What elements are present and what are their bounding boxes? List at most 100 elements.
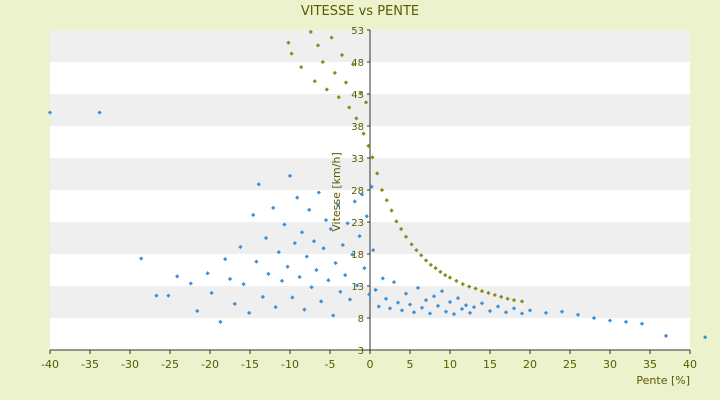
data-point-olive (419, 253, 424, 258)
data-point-blue (471, 304, 477, 310)
x-tick-label: -20 (201, 358, 219, 371)
data-point-blue (333, 260, 338, 266)
data-point-blue (607, 318, 613, 323)
data-point-blue (273, 304, 278, 310)
data-point-olive (433, 265, 438, 271)
y-tick-label: 23 (351, 218, 364, 229)
x-tick-label: 20 (523, 358, 537, 371)
data-point-blue (227, 276, 233, 282)
data-point-blue (335, 202, 341, 207)
data-point-blue (415, 285, 421, 291)
data-point-blue (367, 292, 372, 297)
x-tick-label: -40 (41, 358, 59, 371)
data-points (47, 29, 708, 340)
data-point-blue (302, 307, 307, 312)
data-point-blue (639, 321, 645, 326)
data-point-blue (403, 291, 409, 296)
data-point-blue (383, 296, 389, 301)
data-point-blue (364, 214, 369, 219)
data-point-blue (373, 287, 378, 292)
data-point-blue (256, 182, 261, 187)
x-tick-label: 10 (443, 358, 457, 371)
data-point-blue (663, 333, 669, 339)
data-point-blue (463, 303, 469, 308)
x-tick-label: -30 (121, 358, 139, 371)
data-point-blue (260, 294, 265, 300)
data-point-blue (97, 110, 102, 115)
chart-title: VITESSE vs PENTE (301, 4, 419, 19)
data-point-blue (411, 310, 417, 315)
data-point-blue (47, 110, 53, 115)
data-point-blue (299, 230, 305, 235)
data-point-blue (271, 205, 276, 211)
data-point-blue (292, 240, 297, 246)
data-point-blue (232, 301, 237, 307)
x-tick-label: 25 (563, 358, 577, 371)
x-tick-label: 15 (483, 358, 497, 371)
data-point-blue (287, 173, 293, 179)
data-point-blue (345, 221, 350, 226)
data-point-blue (175, 274, 180, 279)
data-point-blue (309, 285, 314, 290)
x-tick-label: -15 (241, 358, 259, 371)
data-point-blue (371, 248, 376, 253)
data-point-olive (389, 208, 394, 213)
data-point-blue (347, 297, 353, 302)
data-point-blue (495, 304, 501, 309)
data-point-olive (370, 155, 375, 160)
x-tick-label: 5 (407, 358, 414, 371)
data-point-olive (414, 248, 419, 253)
data-point-blue (443, 309, 449, 314)
data-point-olive (384, 198, 389, 203)
data-point-blue (352, 199, 357, 204)
data-point-blue (241, 281, 246, 287)
data-point-blue (511, 306, 517, 311)
data-point-blue (251, 212, 256, 218)
data-point-blue (338, 289, 343, 294)
y-tick-label: 38 (351, 122, 364, 133)
data-point-blue (290, 295, 295, 300)
data-point-blue (407, 302, 413, 307)
axes: -40 -35 -30 -25 -20 -15 -10 -5 0 5 10 15 20 25 30 35 40 3… (41, 26, 697, 371)
data-point-blue (423, 297, 429, 303)
data-point-olive (409, 242, 414, 247)
data-point-olive (454, 278, 459, 284)
data-point-blue (503, 310, 509, 315)
data-point-olive (394, 219, 399, 224)
data-point-blue (435, 303, 441, 308)
data-point-blue (326, 278, 331, 283)
y-tick-label: 48 (351, 58, 364, 69)
data-point-blue (321, 246, 326, 251)
data-point-blue (331, 313, 336, 318)
data-point-blue (188, 281, 193, 286)
data-point-blue (297, 274, 302, 280)
data-point-olive (492, 292, 497, 298)
data-point-blue (519, 311, 525, 316)
data-point-blue (304, 254, 309, 259)
data-point-blue (359, 192, 365, 197)
x-tick-label: 0 (367, 358, 374, 371)
data-point-blue (703, 335, 708, 340)
data-point-olive (443, 272, 448, 278)
data-point-olive (361, 131, 366, 136)
data-point-blue (487, 308, 493, 314)
x-tick-label: -5 (325, 358, 336, 371)
data-point-blue (623, 319, 629, 324)
data-point-blue (314, 267, 319, 273)
data-point-blue (328, 226, 333, 232)
data-point-blue (380, 276, 385, 281)
data-point-olive (511, 297, 517, 303)
x-tick-label: 40 (683, 358, 697, 371)
data-point-olive (403, 234, 409, 239)
data-point-blue (319, 299, 324, 304)
y-tick-label: 8 (358, 314, 364, 325)
data-point-blue (467, 310, 473, 316)
data-point-blue (395, 300, 401, 305)
data-point-blue (391, 280, 397, 285)
x-tick-label: -35 (81, 358, 99, 371)
data-point-blue (166, 293, 171, 298)
y-tick-label: 28 (351, 186, 364, 197)
data-point-blue (479, 301, 485, 306)
data-point-blue (451, 312, 457, 317)
